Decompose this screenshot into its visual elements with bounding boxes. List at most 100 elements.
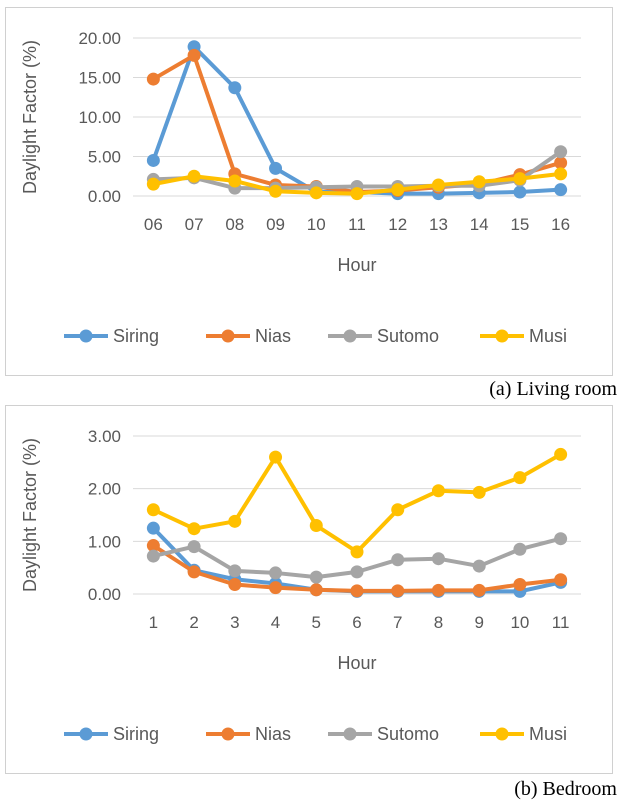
legend-label-siring: Siring (113, 724, 159, 744)
data-point-musi (269, 184, 283, 198)
data-point-musi (391, 183, 405, 197)
data-point-musi (350, 545, 364, 559)
data-point-siring (269, 161, 283, 175)
data-point-nias (269, 581, 283, 595)
living-room-chart: 0.00 5.00 10.00 15.00 20.00 06 07 08 09 10 11 12 13 1… (5, 7, 613, 376)
data-point-nias (391, 584, 405, 598)
data-point-sutomo (472, 559, 486, 573)
data-point-nias (554, 573, 568, 587)
data-point-sutomo (554, 145, 568, 159)
y-axis-title: Daylight Factor (%) (20, 40, 40, 194)
x-axis-title: Hour (337, 255, 376, 275)
x-tick-label: 10 (307, 215, 326, 234)
legend-marker-sutomo (343, 329, 357, 343)
data-point-musi (146, 503, 160, 517)
data-point-musi (146, 177, 160, 191)
data-point-nias (187, 48, 201, 62)
data-point-nias (554, 156, 568, 170)
x-tick-label: 13 (429, 215, 448, 234)
bedroom-chart-svg: 0.00 1.00 2.00 3.00 1 2 3 4 5 6 7 8 9 10 11 Hour Dayligh… (20, 427, 581, 744)
data-point-musi (228, 514, 242, 528)
data-point-nias (309, 583, 323, 597)
data-point-sutomo (309, 570, 323, 584)
legend-marker-musi (495, 329, 509, 343)
data-point-musi (513, 471, 527, 485)
living-room-caption: (a) Living room (489, 378, 617, 400)
data-point-sutomo (431, 552, 445, 566)
y-tick-label: 1.00 (88, 532, 121, 551)
data-point-nias (431, 583, 445, 597)
data-point-sutomo (554, 532, 568, 546)
x-tick-label: 9 (474, 613, 483, 632)
y-axis-title: Daylight Factor (%) (20, 438, 40, 592)
x-tick-label: 6 (352, 613, 361, 632)
x-tick-label: 06 (144, 215, 163, 234)
data-point-musi (269, 450, 283, 464)
x-tick-label: 8 (434, 613, 443, 632)
y-tick-label: 20.00 (78, 29, 121, 48)
data-point-musi (472, 485, 486, 499)
y-tick-label: 2.00 (88, 480, 121, 499)
x-tick-label: 5 (312, 613, 321, 632)
legend-marker-siring (79, 727, 93, 741)
data-point-siring (513, 185, 527, 199)
x-tick-label: 09 (266, 215, 285, 234)
living-room-chart-svg: 0.00 5.00 10.00 15.00 20.00 06 07 08 09 10 11 12 13 1… (20, 29, 581, 346)
data-point-nias (513, 578, 527, 592)
data-point-sutomo (187, 540, 201, 554)
x-tick-label: 7 (393, 613, 402, 632)
data-point-nias (187, 565, 201, 579)
legend-marker-musi (495, 727, 509, 741)
data-point-musi (431, 178, 445, 192)
bedroom-caption: (b) Bedroom (514, 778, 617, 800)
legend-label-musi: Musi (529, 724, 567, 744)
x-tick-label: 08 (225, 215, 244, 234)
data-point-musi (554, 167, 568, 181)
legend-marker-siring (79, 329, 93, 343)
data-point-musi (187, 169, 201, 183)
legend-label-siring: Siring (113, 326, 159, 346)
data-point-sutomo (513, 542, 527, 556)
y-tick-label: 15.00 (78, 69, 121, 88)
legend-label-musi: Musi (529, 326, 567, 346)
data-point-siring (228, 81, 242, 95)
legend-label-sutomo: Sutomo (377, 724, 439, 744)
data-point-musi (513, 172, 527, 186)
legend-marker-sutomo (343, 727, 357, 741)
y-tick-label: 3.00 (88, 427, 121, 446)
x-tick-label: 3 (230, 613, 239, 632)
data-point-musi (309, 186, 323, 200)
legend-label-nias: Nias (255, 326, 291, 346)
x-tick-label: 07 (185, 215, 204, 234)
legend-marker-nias (221, 329, 235, 343)
data-point-siring (554, 183, 568, 197)
data-point-musi (472, 175, 486, 189)
x-tick-label: 11 (348, 215, 366, 234)
x-tick-label: 4 (271, 613, 280, 632)
data-point-sutomo (269, 566, 283, 580)
x-tick-label: 16 (551, 215, 570, 234)
data-point-musi (431, 484, 445, 498)
data-point-musi (554, 447, 568, 461)
data-point-musi (391, 503, 405, 517)
data-point-nias (146, 539, 160, 553)
data-point-nias (350, 584, 364, 598)
data-point-nias (472, 583, 486, 597)
data-point-musi (187, 522, 201, 536)
y-tick-label: 0.00 (88, 585, 121, 604)
x-tick-label: 14 (470, 215, 489, 234)
x-tick-label: 10 (510, 613, 529, 632)
legend-marker-nias (221, 727, 235, 741)
data-point-sutomo (391, 553, 405, 567)
y-tick-label: 5.00 (88, 148, 121, 167)
x-axis-title: Hour (337, 653, 376, 673)
data-point-siring (146, 153, 160, 167)
x-tick-label: 2 (189, 613, 198, 632)
y-tick-label: 10.00 (78, 108, 121, 127)
data-point-sutomo (228, 564, 242, 578)
x-tick-label: 11 (552, 613, 570, 632)
series-line-musi (152, 452, 562, 554)
data-point-nias (146, 72, 160, 86)
x-tick-label: 12 (388, 215, 407, 234)
series-line-nias (152, 53, 562, 195)
